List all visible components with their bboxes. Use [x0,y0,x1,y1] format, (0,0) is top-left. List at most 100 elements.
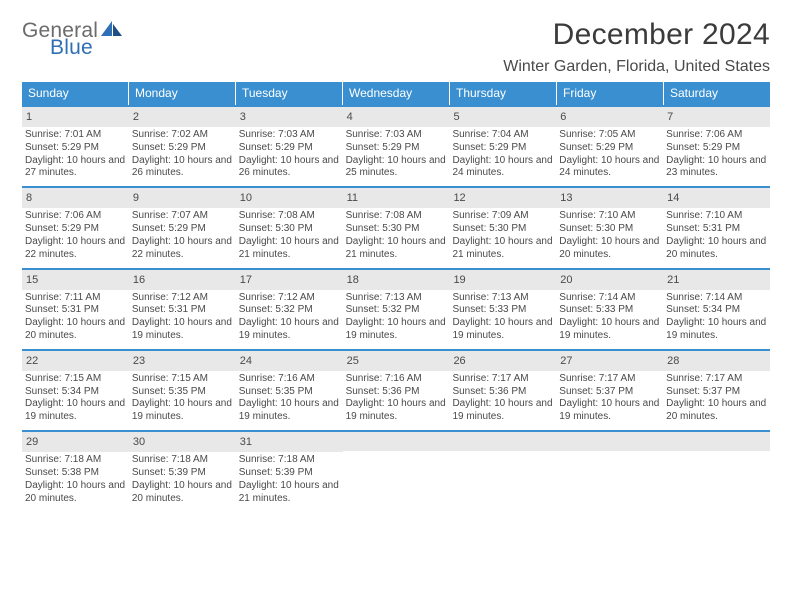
sunrise-text: Sunrise: 7:03 AM [346,129,447,142]
day-body: Sunrise: 7:18 AMSunset: 5:39 PMDaylight:… [129,452,236,511]
sunset-text: Sunset: 5:29 PM [452,142,553,155]
sunrise-text: Sunrise: 7:15 AM [25,373,126,386]
daylight-text: Daylight: 10 hours and 19 minutes. [132,398,233,424]
month-title: December 2024 [503,18,770,52]
day-cell: 6Sunrise: 7:05 AMSunset: 5:29 PMDaylight… [556,107,663,186]
day-cell: 2Sunrise: 7:02 AMSunset: 5:29 PMDaylight… [129,107,236,186]
sunset-text: Sunset: 5:29 PM [666,142,767,155]
sunset-text: Sunset: 5:34 PM [666,304,767,317]
day-number: 27 [556,351,663,371]
sunrise-text: Sunrise: 7:13 AM [452,292,553,305]
sunrise-text: Sunrise: 7:10 AM [666,210,767,223]
day-number: 26 [449,351,556,371]
sunset-text: Sunset: 5:37 PM [559,386,660,399]
day-body: Sunrise: 7:05 AMSunset: 5:29 PMDaylight:… [556,127,663,186]
sunset-text: Sunset: 5:29 PM [239,142,340,155]
weekday-header: Tuesday [236,82,343,105]
sunset-text: Sunset: 5:31 PM [132,304,233,317]
day-number: 2 [129,107,236,127]
sunset-text: Sunset: 5:30 PM [559,223,660,236]
day-number: 3 [236,107,343,127]
sunrise-text: Sunrise: 7:18 AM [25,454,126,467]
day-cell: 23Sunrise: 7:15 AMSunset: 5:35 PMDayligh… [129,351,236,430]
day-cell: 28Sunrise: 7:17 AMSunset: 5:37 PMDayligh… [663,351,770,430]
sunset-text: Sunset: 5:29 PM [132,223,233,236]
day-cell: 10Sunrise: 7:08 AMSunset: 5:30 PMDayligh… [236,188,343,267]
week-row: 29Sunrise: 7:18 AMSunset: 5:38 PMDayligh… [22,430,770,511]
day-number: 17 [236,270,343,290]
sunrise-text: Sunrise: 7:15 AM [132,373,233,386]
calendar-grid: SundayMondayTuesdayWednesdayThursdayFrid… [22,82,770,511]
day-number: 23 [129,351,236,371]
sunset-text: Sunset: 5:35 PM [239,386,340,399]
empty-day-number [343,432,450,451]
day-number: 28 [663,351,770,371]
day-number: 19 [449,270,556,290]
sunset-text: Sunset: 5:29 PM [25,142,126,155]
sunset-text: Sunset: 5:32 PM [346,304,447,317]
day-cell: 30Sunrise: 7:18 AMSunset: 5:39 PMDayligh… [129,432,236,511]
day-number: 18 [343,270,450,290]
day-body: Sunrise: 7:13 AMSunset: 5:33 PMDaylight:… [449,290,556,349]
daylight-text: Daylight: 10 hours and 19 minutes. [452,317,553,343]
daylight-text: Daylight: 10 hours and 20 minutes. [25,480,126,506]
day-cell: 29Sunrise: 7:18 AMSunset: 5:38 PMDayligh… [22,432,129,511]
daylight-text: Daylight: 10 hours and 26 minutes. [132,155,233,181]
daylight-text: Daylight: 10 hours and 19 minutes. [346,398,447,424]
sunrise-text: Sunrise: 7:17 AM [559,373,660,386]
sunset-text: Sunset: 5:34 PM [25,386,126,399]
day-number: 10 [236,188,343,208]
sunset-text: Sunset: 5:30 PM [239,223,340,236]
sunrise-text: Sunrise: 7:12 AM [239,292,340,305]
weekday-header: Thursday [450,82,557,105]
day-cell: 26Sunrise: 7:17 AMSunset: 5:36 PMDayligh… [449,351,556,430]
sunset-text: Sunset: 5:33 PM [452,304,553,317]
sunrise-text: Sunrise: 7:02 AM [132,129,233,142]
day-cell: 3Sunrise: 7:03 AMSunset: 5:29 PMDaylight… [236,107,343,186]
sunset-text: Sunset: 5:37 PM [666,386,767,399]
week-row: 22Sunrise: 7:15 AMSunset: 5:34 PMDayligh… [22,349,770,430]
day-body: Sunrise: 7:02 AMSunset: 5:29 PMDaylight:… [129,127,236,186]
daylight-text: Daylight: 10 hours and 20 minutes. [132,480,233,506]
empty-day-cell [663,432,770,511]
day-body: Sunrise: 7:14 AMSunset: 5:33 PMDaylight:… [556,290,663,349]
day-body: Sunrise: 7:09 AMSunset: 5:30 PMDaylight:… [449,208,556,267]
day-number: 11 [343,188,450,208]
day-body: Sunrise: 7:07 AMSunset: 5:29 PMDaylight:… [129,208,236,267]
daylight-text: Daylight: 10 hours and 19 minutes. [452,398,553,424]
day-body: Sunrise: 7:06 AMSunset: 5:29 PMDaylight:… [663,127,770,186]
daylight-text: Daylight: 10 hours and 22 minutes. [25,236,126,262]
day-cell: 9Sunrise: 7:07 AMSunset: 5:29 PMDaylight… [129,188,236,267]
daylight-text: Daylight: 10 hours and 24 minutes. [559,155,660,181]
sunrise-text: Sunrise: 7:06 AM [25,210,126,223]
day-body: Sunrise: 7:12 AMSunset: 5:32 PMDaylight:… [236,290,343,349]
empty-day-cell [556,432,663,511]
day-body: Sunrise: 7:08 AMSunset: 5:30 PMDaylight:… [343,208,450,267]
daylight-text: Daylight: 10 hours and 20 minutes. [25,317,126,343]
sunrise-text: Sunrise: 7:14 AM [559,292,660,305]
sunset-text: Sunset: 5:29 PM [132,142,233,155]
day-body: Sunrise: 7:01 AMSunset: 5:29 PMDaylight:… [22,127,129,186]
day-cell: 22Sunrise: 7:15 AMSunset: 5:34 PMDayligh… [22,351,129,430]
sunrise-text: Sunrise: 7:18 AM [239,454,340,467]
sunrise-text: Sunrise: 7:10 AM [559,210,660,223]
day-cell: 18Sunrise: 7:13 AMSunset: 5:32 PMDayligh… [343,270,450,349]
day-cell: 20Sunrise: 7:14 AMSunset: 5:33 PMDayligh… [556,270,663,349]
sunrise-text: Sunrise: 7:09 AM [452,210,553,223]
daylight-text: Daylight: 10 hours and 20 minutes. [666,236,767,262]
sunset-text: Sunset: 5:29 PM [25,223,126,236]
daylight-text: Daylight: 10 hours and 22 minutes. [132,236,233,262]
day-cell: 15Sunrise: 7:11 AMSunset: 5:31 PMDayligh… [22,270,129,349]
title-block: December 2024 Winter Garden, Florida, Un… [503,18,770,76]
day-number: 6 [556,107,663,127]
day-body: Sunrise: 7:16 AMSunset: 5:35 PMDaylight:… [236,371,343,430]
day-number: 15 [22,270,129,290]
day-cell: 14Sunrise: 7:10 AMSunset: 5:31 PMDayligh… [663,188,770,267]
daylight-text: Daylight: 10 hours and 21 minutes. [239,236,340,262]
sunset-text: Sunset: 5:31 PM [666,223,767,236]
day-cell: 27Sunrise: 7:17 AMSunset: 5:37 PMDayligh… [556,351,663,430]
day-body: Sunrise: 7:18 AMSunset: 5:38 PMDaylight:… [22,452,129,511]
empty-day-cell [343,432,450,511]
sunrise-text: Sunrise: 7:12 AM [132,292,233,305]
daylight-text: Daylight: 10 hours and 21 minutes. [346,236,447,262]
